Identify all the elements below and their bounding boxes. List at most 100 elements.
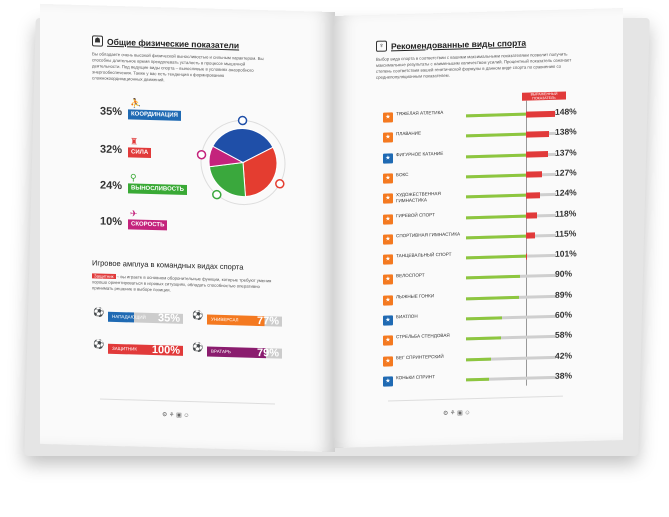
right-intro-text: Выбор вида спорта в соответствии с вашим… <box>376 51 572 80</box>
pie-slice-1 <box>242 146 278 198</box>
sport-bar-green <box>466 357 492 361</box>
sport-bar-track <box>466 232 556 240</box>
sport-bar-green <box>466 173 526 179</box>
sport-name: СТРЕЛЬБА СТЕНДОВАЯ <box>396 333 450 340</box>
defender-icon: ⚽ <box>93 339 105 350</box>
sport-name: КОНЬКИ СПРИНТ <box>396 374 435 381</box>
sport-icon: ★ <box>383 355 393 367</box>
sport-icon: ★ <box>383 132 393 143</box>
sport-bar-green <box>466 254 526 260</box>
sport-value: 90% <box>555 268 573 280</box>
pie-slice-2 <box>208 161 247 198</box>
sport-icon: ★ <box>383 152 393 164</box>
sport-name: ПЛАВАНИЕ <box>396 130 422 137</box>
weightlifter-icon: ♜ <box>130 136 139 147</box>
sport-bar-red <box>526 232 535 239</box>
role-bar-forward: НАПАДАЮЩИЙ 35% <box>108 311 183 325</box>
sport-name: СПОРТИВНАЯ ГИМНАСТИКА <box>396 231 461 239</box>
pie-badge-2 <box>212 189 222 200</box>
sport-value: 138% <box>555 126 577 138</box>
stat-label: СКОРОСТЬ <box>128 219 168 231</box>
sport-bar-green <box>466 316 502 321</box>
stat-value: 32% <box>100 143 123 157</box>
role-value: 100% <box>151 344 180 357</box>
stat-value: 35% <box>100 105 123 119</box>
sport-name: ВЕЛОСПОРТ <box>396 272 425 279</box>
roles-title: Игровое амплуа в командных видах спорта <box>92 258 244 272</box>
sport-bar-track <box>466 375 556 382</box>
role-value: 79% <box>256 346 279 360</box>
goalkeeper-icon: ⚽ <box>192 342 204 353</box>
sport-icon: ★ <box>383 213 393 225</box>
role-bar-defender: ЗАЩИТНИК 100% <box>108 343 183 357</box>
marker-label: ВЫРАЖЕННЫЙ ПОКАЗАТЕЛЬ <box>522 91 566 101</box>
right-page: ♆ Рекомендованные виды спорта Выбор вида… <box>333 7 623 449</box>
sport-bar-track <box>466 294 556 301</box>
sport-bar-red <box>526 110 555 118</box>
roles-text-block: Защитник – вы играете в основном оборони… <box>92 273 278 296</box>
pie-slice-3 <box>208 145 245 168</box>
sport-value: 89% <box>555 289 573 300</box>
sport-bar-green <box>466 112 526 118</box>
pie-badge-1 <box>275 179 285 189</box>
sport-name: ТЯЖЕЛАЯ АТЛЕТИКА <box>396 109 444 117</box>
sport-icon: ★ <box>383 173 393 184</box>
sport-bar-red <box>526 171 543 179</box>
runner-icon: ✈ <box>130 208 138 219</box>
cyclist-icon: ⚲ <box>130 172 137 183</box>
role-bar-universal: УНИВЕРСАЛ 77% <box>207 314 282 328</box>
sport-icon: ★ <box>383 335 393 346</box>
sport-bar-track <box>466 274 556 280</box>
sport-name: БОКС <box>396 171 409 178</box>
body-icon: ☗ <box>92 35 103 47</box>
role-label: ЗАЩИТНИК <box>112 345 138 352</box>
sport-bar-track <box>466 355 556 361</box>
sport-icon: ★ <box>383 376 393 387</box>
stat-label: СИЛА <box>128 147 152 158</box>
sport-bar-green <box>466 336 501 341</box>
sport-bar-green <box>466 275 520 280</box>
sport-name: БИАТЛОН <box>396 313 418 320</box>
roles-tag: Защитник <box>92 273 116 279</box>
sport-bar-green <box>466 214 526 219</box>
sport-bar-red <box>526 151 549 158</box>
sport-bar-green <box>466 132 526 138</box>
role-label: НАПАДАЮЩИЙ <box>112 313 146 320</box>
sport-icon: ★ <box>383 254 393 265</box>
sport-bar-track <box>466 151 556 158</box>
footer-divider <box>388 395 563 402</box>
sport-name: ФИГУРНОЕ КАТАНИЕ <box>396 150 444 157</box>
footer-divider <box>100 398 275 405</box>
sport-bar-track <box>466 253 556 260</box>
gymnast-icon: ⛹ <box>130 98 142 109</box>
sport-value: 115% <box>555 228 577 239</box>
sport-bar-track <box>466 130 556 138</box>
stat-label: ВЫНОСЛИВОСТЬ <box>128 183 187 195</box>
sport-value: 118% <box>555 207 577 219</box>
role-value: 77% <box>256 314 279 328</box>
role-bar-goalkeeper: ВРАТАРЬ 79% <box>207 346 282 360</box>
left-section-title: Общие физические показатели <box>107 36 240 51</box>
stat-value: 10% <box>100 215 123 229</box>
sport-bar-green <box>466 377 489 382</box>
left-page: ☗ Общие физические показатели Вы обладае… <box>40 3 335 453</box>
sport-name: БЕГ СПРИНТЕРСКИЙ <box>396 353 444 360</box>
sport-name: ЛЫЖНЫЕ ГОНКИ <box>396 292 435 299</box>
sport-icon: ★ <box>383 295 393 306</box>
stat-label: КООРДИНАЦИЯ <box>128 109 181 121</box>
sport-bar-red <box>526 191 541 199</box>
sport-name: ТАНЦЕВАЛЬНЫЙ СПОРТ <box>396 251 452 259</box>
sport-icon: ★ <box>383 193 393 204</box>
right-section-title: Рекомендованные виды спорта <box>391 37 527 52</box>
stat-value: 24% <box>100 179 123 193</box>
sport-bar-track <box>466 110 556 118</box>
sport-value: 148% <box>555 106 577 117</box>
sport-bar-green <box>466 153 526 158</box>
role-label: УНИВЕРСАЛ <box>211 316 239 323</box>
footer-icons: ⚙ ⚘ ▣ ☺ <box>443 410 471 417</box>
forward-icon: ⚽ <box>93 307 105 318</box>
footer-icons: ⚙ ⚘ ▣ ☺ <box>162 412 190 420</box>
sport-icon: ★ <box>383 274 393 286</box>
sport-bar-track <box>466 212 556 219</box>
sport-value: 101% <box>555 248 577 259</box>
